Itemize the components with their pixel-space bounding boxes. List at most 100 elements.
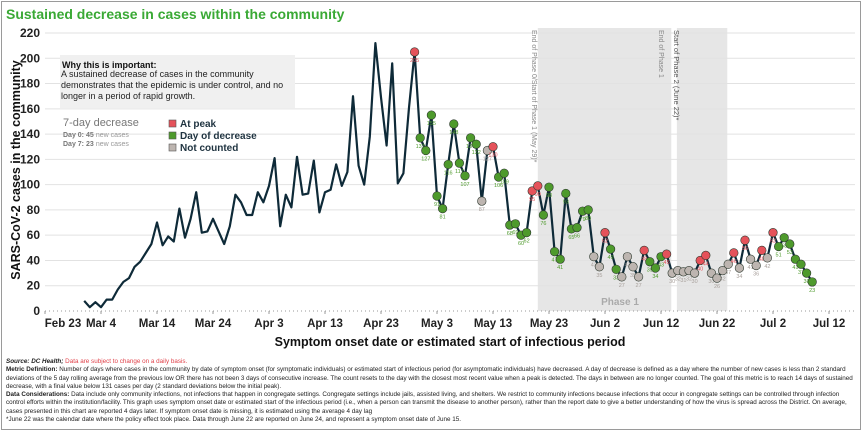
decrease-point	[544, 182, 554, 192]
data-label: 60	[518, 241, 524, 247]
data-label: 68	[507, 231, 513, 237]
data-label: 37	[725, 270, 731, 276]
legend-label-not-counted: Not counted	[180, 143, 238, 154]
data-label: 56	[742, 246, 748, 252]
y-tick-label: 180	[20, 77, 40, 91]
info-body-wrap: A sustained decrease of cases in the com…	[61, 69, 284, 101]
data-label: 36	[753, 272, 759, 278]
annotation-phase0-end: End of Phase 0/Start of Phase 1 (May 29)…	[530, 30, 537, 163]
annotation-phase2-start: Start of Phase 2 (June 22)*	[672, 30, 681, 121]
not-counted-point	[712, 273, 722, 283]
data-label: 40	[697, 266, 703, 272]
decrease-point	[521, 228, 532, 238]
data-label: 155	[427, 121, 436, 127]
data-label: 99	[535, 192, 541, 198]
decrease-point	[779, 233, 789, 243]
data-label: 81	[440, 215, 446, 221]
data-label: 79	[580, 217, 586, 223]
data-label: 47	[552, 258, 558, 264]
decrease-point	[650, 263, 661, 273]
decrease-point	[807, 277, 817, 287]
x-tick-label: Jul 2	[760, 318, 786, 330]
summary-day0: Day 0: 45 new cases	[63, 132, 129, 139]
data-label: 41	[792, 265, 798, 271]
data-label: 43	[624, 263, 630, 269]
data-label: 130	[488, 153, 497, 159]
data-label: 41	[748, 265, 754, 271]
y-tick-label: 80	[27, 203, 41, 217]
y-tick-label: 160	[20, 102, 40, 116]
decrease-point	[773, 241, 784, 252]
info-box	[60, 55, 295, 108]
data-label: 48	[641, 256, 647, 262]
x-tick-label: Mar 14	[139, 318, 176, 330]
decrease-point	[583, 205, 593, 215]
decrease-point	[572, 223, 582, 233]
decrease-point	[415, 133, 425, 143]
data-label: 109	[500, 179, 509, 185]
data-label: 43	[591, 263, 597, 269]
peak-point	[488, 142, 498, 152]
decrease-point	[645, 257, 655, 267]
peak-point	[740, 235, 750, 245]
not-counted-point	[734, 263, 745, 273]
decrease-point	[549, 247, 560, 257]
phase1-label: Phase 1	[601, 297, 639, 308]
decrease-point	[454, 158, 465, 168]
data-label: 30	[692, 279, 698, 285]
data-label: 137	[416, 144, 425, 150]
not-counted-point	[633, 272, 644, 282]
decrease-point	[510, 219, 521, 229]
source-line: Source: DC Health; Data are subject to c…	[6, 358, 188, 365]
legend-label-peak: At peak	[180, 119, 217, 130]
y-tick-label: 140	[20, 127, 40, 141]
decrease-point	[466, 133, 476, 143]
data-label: 32	[686, 277, 692, 283]
y-tick-label: 20	[27, 279, 41, 293]
peak-point	[600, 228, 610, 238]
data-label: 107	[460, 182, 469, 188]
data-label: 106	[494, 183, 503, 189]
data-label: 91	[434, 202, 440, 208]
decrease-point	[460, 171, 470, 181]
decrease-point	[426, 110, 437, 120]
summary-title: 7-day decrease	[63, 117, 139, 129]
data-label: 33	[613, 275, 619, 281]
peak-point	[701, 250, 711, 260]
peak-point	[533, 181, 543, 191]
legend-swatch-peak	[168, 119, 177, 128]
info-heading: Why this is important:	[62, 60, 157, 70]
not-counted-point	[589, 252, 599, 262]
data-label: 87	[479, 207, 485, 213]
y-axis-label: SARS-CoV-2 cases in the community	[9, 60, 23, 280]
decrease-point	[471, 139, 481, 149]
decrease-point	[605, 244, 616, 254]
peak-point	[410, 47, 420, 57]
legend-label-decrease: Day of decrease	[180, 131, 257, 142]
data-label: 44	[703, 261, 709, 267]
data-label: 53	[787, 250, 793, 256]
data-label: 32	[720, 277, 726, 283]
x-axis-label: Symptom onset date or estimated start of…	[275, 335, 626, 349]
not-counted-point	[723, 259, 733, 269]
y-tick-label: 200	[20, 51, 40, 65]
data-label: 132	[472, 150, 481, 156]
y-tick-label: 0	[33, 304, 40, 318]
footnote: *June 22 was the calendar date where the…	[6, 416, 461, 424]
data-label: 39	[647, 268, 653, 274]
data-label: 116	[444, 170, 453, 176]
data-label: 46	[731, 259, 737, 265]
decrease-point	[449, 119, 459, 129]
data-label: 98	[546, 193, 552, 199]
decrease-point	[561, 188, 571, 199]
y-tick-labels: 0 20 40 60 80 100 120 140 160 180 200 220	[20, 26, 40, 318]
data-label: 137	[466, 144, 475, 150]
data-label: 127	[483, 157, 492, 163]
info-body: A sustained decrease of cases in the com…	[61, 69, 284, 101]
x-tick-label: Apr 13	[307, 318, 343, 330]
footer-notes: Source: DC Health; Data are subject to c…	[6, 358, 856, 424]
y-tick-label: 220	[20, 26, 40, 40]
x-tick-label: Jun 22	[699, 318, 735, 330]
data-label: 62	[524, 239, 530, 245]
